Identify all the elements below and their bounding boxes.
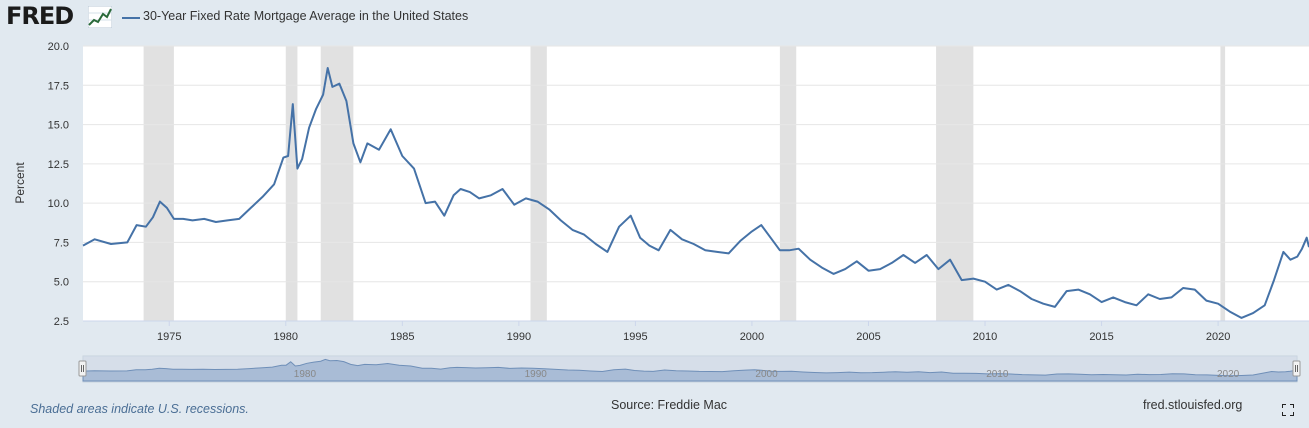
navigator-label: 2010 bbox=[986, 369, 1009, 380]
range-navigator[interactable]: 1980 1990 2000 2010 2020 bbox=[78, 355, 1301, 383]
y-tick-label: 2.5 bbox=[54, 316, 69, 328]
fullscreen-icon[interactable] bbox=[1282, 404, 1294, 416]
recession-band-3 bbox=[530, 46, 547, 321]
navigator-label: 2000 bbox=[755, 369, 778, 380]
navigator-area bbox=[82, 358, 1298, 382]
line-graph-icon bbox=[88, 6, 112, 28]
x-tick-label: 1995 bbox=[623, 331, 647, 343]
recession-band-0 bbox=[143, 46, 174, 321]
y-tick-label: 15.0 bbox=[48, 120, 69, 132]
recession-bands bbox=[143, 46, 1226, 321]
x-tick-label: 2005 bbox=[856, 331, 880, 343]
fred-url[interactable]: fred.stlouisfed.org bbox=[1143, 398, 1243, 412]
plot-background bbox=[83, 46, 1309, 321]
y-tick-label: 20.0 bbox=[48, 41, 69, 53]
recession-band-5 bbox=[936, 46, 974, 321]
y-tick-label: 10.0 bbox=[48, 198, 69, 210]
y-tick-label: 12.5 bbox=[48, 159, 69, 171]
legend-label[interactable]: 30-Year Fixed Rate Mortgage Average in t… bbox=[143, 9, 469, 23]
recession-note: Shaded areas indicate U.S. recessions. bbox=[30, 402, 249, 416]
navigator-labels: 1980 1990 2000 2010 2020 bbox=[294, 369, 1240, 380]
navigator-label: 2020 bbox=[1217, 369, 1240, 380]
recession-band-6 bbox=[1220, 46, 1226, 321]
recession-band-2 bbox=[320, 46, 354, 321]
recession-band-4 bbox=[779, 46, 797, 321]
x-tick-label: 2015 bbox=[1089, 331, 1113, 343]
fred-logo[interactable]: FRED bbox=[6, 2, 74, 30]
navigator-handle-right[interactable] bbox=[1292, 360, 1301, 377]
navigator-handle-left[interactable] bbox=[78, 360, 87, 377]
legend-swatch bbox=[122, 17, 140, 19]
source-note: Source: Freddie Mac bbox=[611, 398, 728, 412]
y-axis: 2.5 5.0 7.5 10.0 12.5 15.0 17.5 20.0 bbox=[48, 41, 69, 328]
x-tick-label: 1985 bbox=[390, 331, 414, 343]
y-tick-label: 17.5 bbox=[48, 80, 69, 92]
y-tick-label: 5.0 bbox=[54, 277, 69, 289]
series-line-0[interactable] bbox=[82, 67, 1309, 319]
navigator-label: 1980 bbox=[294, 369, 317, 380]
x-tick-label: 1980 bbox=[274, 331, 298, 343]
x-tick-label: 1975 bbox=[157, 331, 181, 343]
x-tick-label: 2010 bbox=[973, 331, 997, 343]
x-tick-label: 2020 bbox=[1206, 331, 1230, 343]
recession-band-1 bbox=[285, 46, 298, 321]
x-tick-label: 2000 bbox=[740, 331, 764, 343]
navigator-label: 1990 bbox=[525, 369, 548, 380]
chart-header: FRED 30-Year Fixed Rate Mortgage Average… bbox=[0, 0, 1309, 34]
x-tick-label: 1990 bbox=[507, 331, 531, 343]
series-layer bbox=[82, 67, 1309, 319]
x-axis: 1975 1980 1985 1990 1995 2000 2005 2010 2015 2020 bbox=[83, 320, 1309, 343]
y-tick-label: 7.5 bbox=[54, 237, 69, 249]
y-axis-label: Percent bbox=[13, 162, 27, 204]
